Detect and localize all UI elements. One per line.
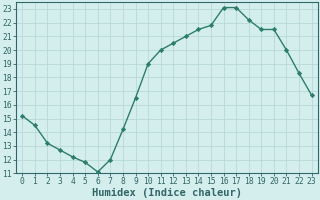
X-axis label: Humidex (Indice chaleur): Humidex (Indice chaleur): [92, 188, 242, 198]
